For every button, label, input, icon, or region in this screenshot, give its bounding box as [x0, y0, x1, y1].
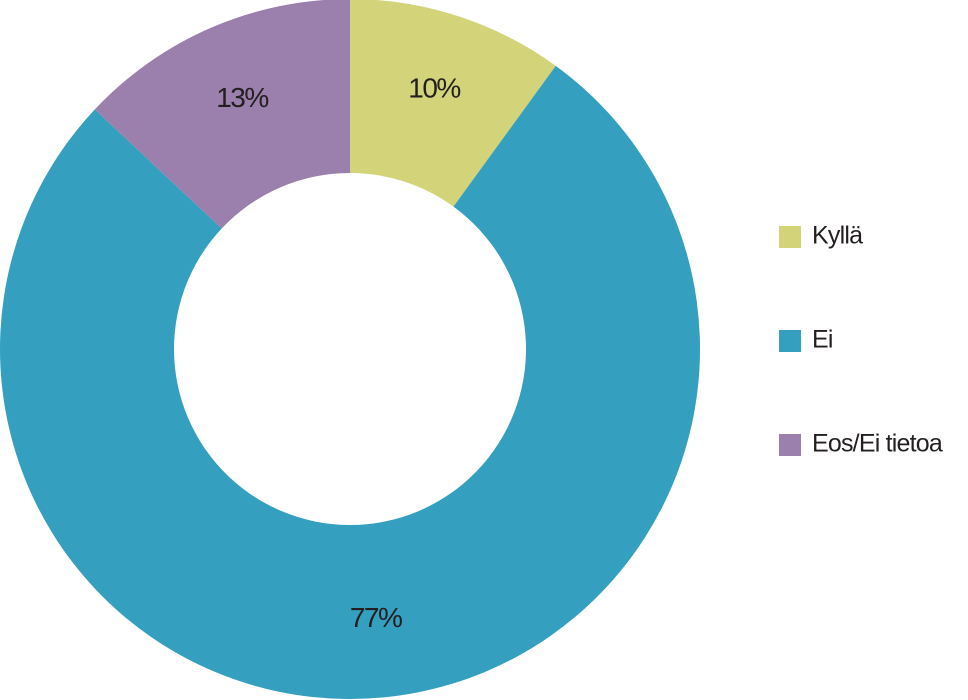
- legend-swatch: [779, 434, 801, 456]
- data-label: 10%: [408, 73, 460, 104]
- donut-slice: [94, 0, 350, 229]
- legend-label: Ei: [812, 326, 833, 354]
- donut-slice: [350, 0, 556, 207]
- legend-label: Eos/Ei tietoa: [812, 430, 943, 458]
- data-label: 77%: [350, 602, 402, 633]
- legend-swatch: [779, 226, 801, 248]
- donut-slice: [0, 65, 700, 699]
- legend-swatch: [779, 330, 801, 352]
- data-label: 13%: [216, 82, 268, 113]
- legend-label: Kyllä: [812, 222, 863, 250]
